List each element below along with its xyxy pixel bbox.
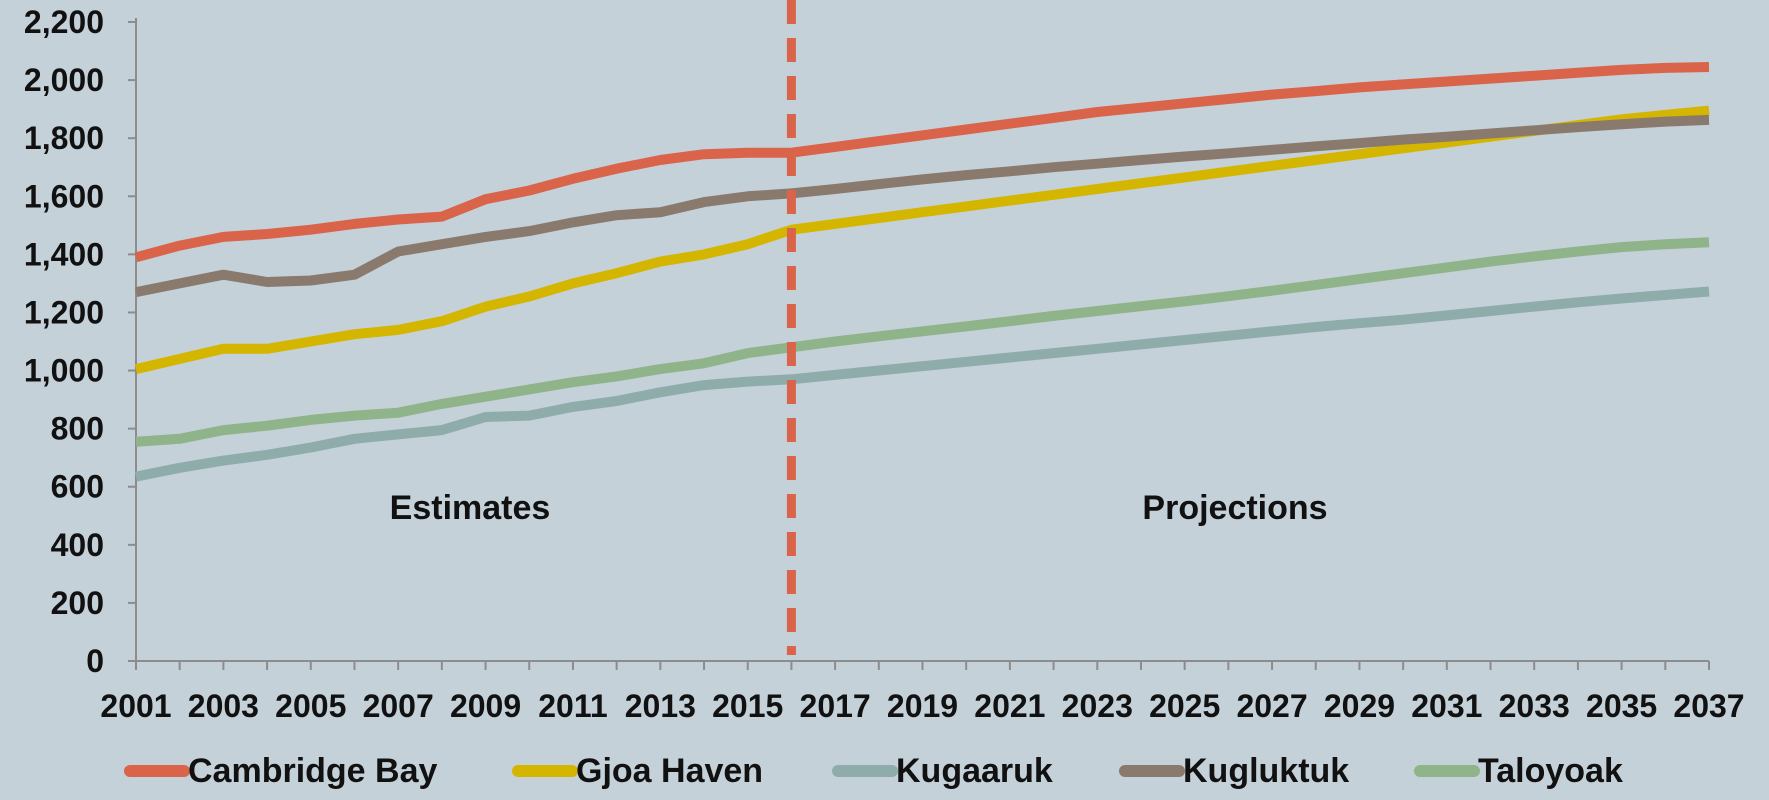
y-tick-label: 600: [51, 469, 104, 505]
projections-label: Projections: [1142, 489, 1327, 527]
series-line-cambridge-bay: [134, 62, 1710, 263]
series-lines: [134, 62, 1710, 482]
series-line-kugluktuk: [135, 114, 1710, 298]
x-tick-label: 2015: [712, 688, 783, 724]
x-tick-label: 2009: [450, 688, 521, 724]
y-tick-label: 1,200: [24, 294, 104, 330]
x-tick-label: 2033: [1499, 688, 1570, 724]
y-tick-label: 2,200: [24, 4, 104, 40]
series-line-gjoa-haven: [134, 105, 1710, 374]
legend: Cambridge Bay Gjoa Haven Kugaaruk Kugluktuk…: [124, 752, 1623, 790]
x-tick-label: 2007: [363, 688, 434, 724]
x-tick-label: 2029: [1324, 688, 1395, 724]
series-line-kugaaruk: [135, 286, 1710, 482]
y-tick-label: 2,000: [24, 62, 104, 98]
x-tick-label: 2021: [974, 688, 1045, 724]
x-tick-label: 2019: [887, 688, 958, 724]
legend-label-cambridge-bay: Cambridge Bay: [188, 752, 437, 790]
legend-label-kugluktuk: Kugluktuk: [1183, 752, 1349, 790]
x-tick-label: 2011: [538, 688, 607, 724]
x-tick-label: 2003: [188, 688, 259, 724]
axes: 0 200 400 600 800 1,000 1,200 1,400 1,600 1,800 2,…: [24, 4, 1745, 724]
x-tick-label: 2005: [275, 688, 346, 724]
legend-label-kugaaruk: Kugaaruk: [896, 752, 1053, 790]
series-line-taloyoak: [135, 237, 1710, 447]
y-tick-label: 1,600: [24, 178, 104, 214]
x-tick-label: 2025: [1149, 688, 1220, 724]
y-tick-label: 0: [86, 643, 104, 679]
y-tick-label: 200: [51, 585, 104, 621]
x-tick-label: 2037: [1673, 688, 1744, 724]
x-tick-label: 2017: [800, 688, 871, 724]
x-tick-label: 2001: [100, 688, 171, 724]
x-tick-label: 2027: [1236, 688, 1307, 724]
x-tick-label: 2035: [1586, 688, 1657, 724]
y-tick-label: 800: [51, 411, 104, 447]
x-tick-label: 2013: [625, 688, 696, 724]
estimates-label: Estimates: [390, 489, 551, 527]
region-labels: Estimates Projections: [390, 489, 1328, 527]
legend-label-gjoa-haven: Gjoa Haven: [576, 752, 763, 790]
y-tick-label: 400: [51, 527, 104, 563]
y-tick-label: 1,400: [24, 236, 104, 272]
x-tick-label: 2023: [1062, 688, 1133, 724]
y-tick-label: 1,000: [24, 353, 104, 389]
legend-label-taloyoak: Taloyoak: [1478, 752, 1623, 790]
x-tick-label: 2031: [1411, 688, 1482, 724]
y-tick-label: 1,800: [24, 120, 104, 156]
